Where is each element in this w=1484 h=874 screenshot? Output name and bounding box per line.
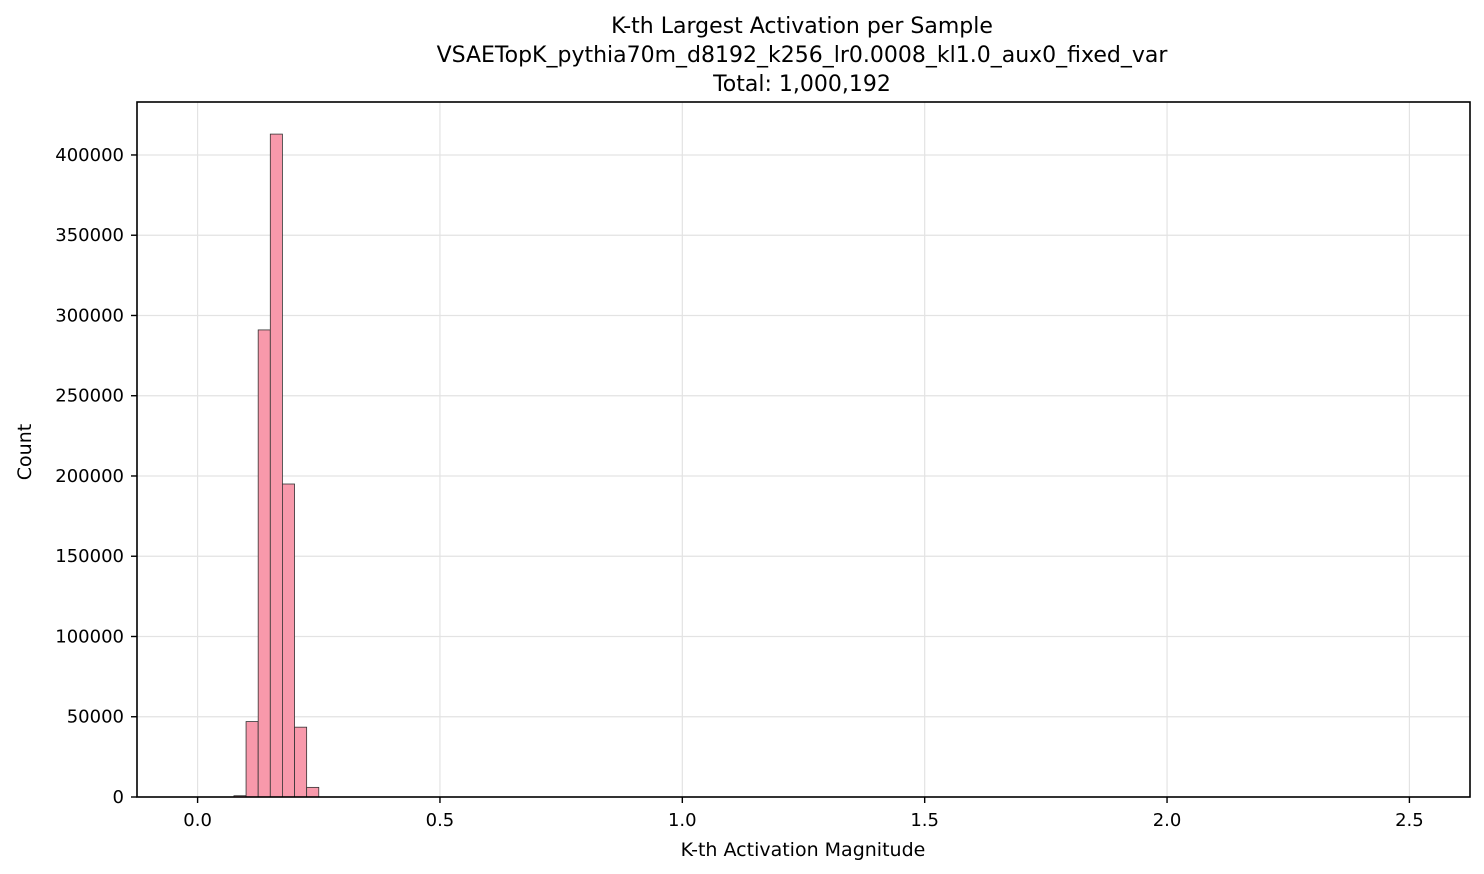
histogram-bar [294,726,308,798]
histogram-bar [269,133,283,798]
y-tick-label: 0 [113,787,124,808]
x-tick-label: 1.0 [668,810,697,831]
y-tick-label: 150000 [55,546,124,567]
y-tick-label: 400000 [55,145,124,166]
plot-frame [136,101,1471,798]
y-tick-label: 350000 [55,225,124,246]
chart-title: K-th Largest Activation per Sample [611,14,993,39]
grid-lines [137,102,1470,798]
x-tick-label: 1.5 [910,810,939,831]
histogram-bar [245,721,259,798]
chart-total: Total: 1,000,192 [712,72,891,97]
y-tick-label: 250000 [55,386,124,407]
y-tick-label: 50000 [67,707,124,728]
x-tick-label: 0.5 [426,810,455,831]
x-tick-label: 2.0 [1153,810,1182,831]
histogram-bars [233,133,320,798]
axis-ticks: 0.0 0.5 1.0 1.5 2.0 2.5 0 50000 100000 150000 2000… [55,145,1423,831]
y-tick-label: 200000 [55,466,124,487]
histogram-bar [306,786,320,798]
y-axis-label: Count [14,424,36,480]
x-tick-label: 2.5 [1395,810,1424,831]
x-axis-label: K-th Activation Magnitude [681,839,926,861]
x-tick-label: 0.0 [183,810,212,831]
histogram-bar [282,483,295,798]
histogram-bar [257,329,271,798]
y-tick-label: 300000 [55,305,124,326]
chart-subtitle: VSAETopK_pythia70m_d8192_k256_lr0.0008_k… [437,43,1169,68]
y-tick-label: 100000 [55,626,124,647]
